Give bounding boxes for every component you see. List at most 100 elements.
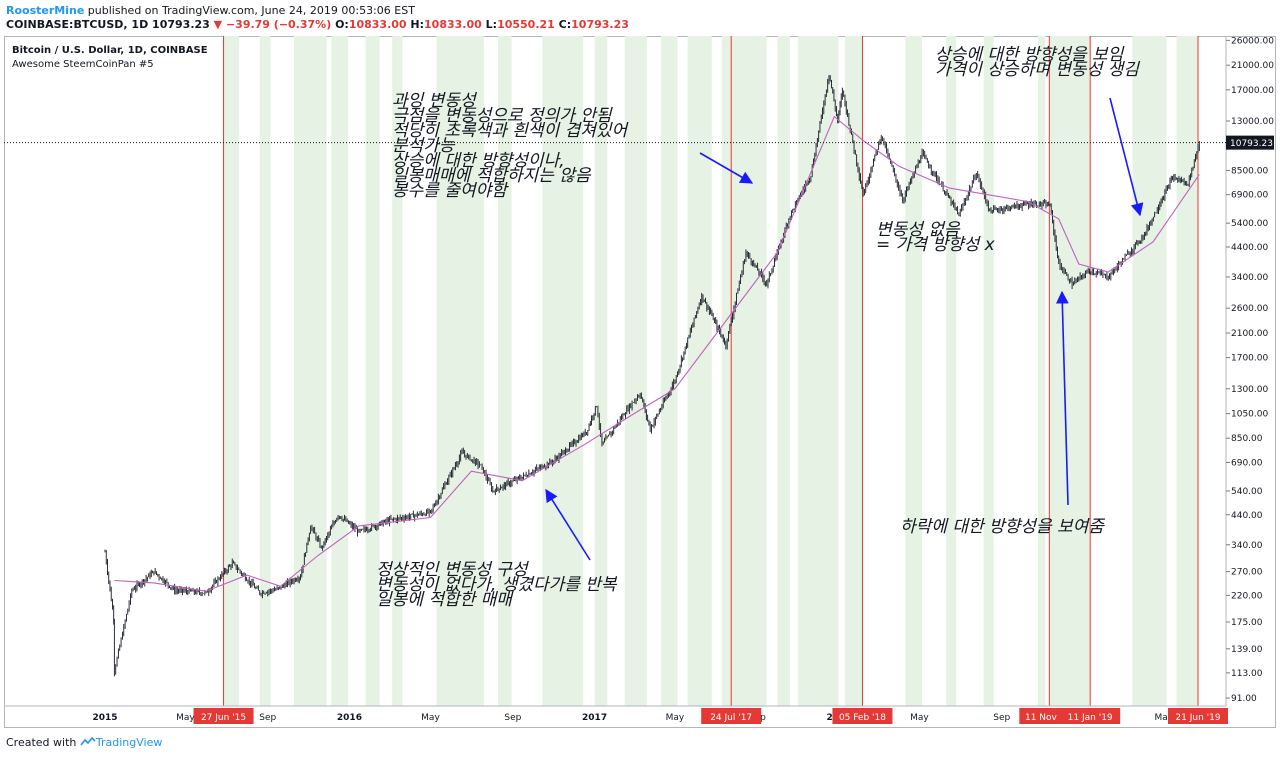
volatility-band	[624, 36, 647, 706]
price-tick-label: 2600.00	[1231, 304, 1268, 314]
price-tick-label: 1300.00	[1231, 385, 1268, 395]
low-label: L:	[485, 18, 498, 31]
annotation-no-volatility: 변동성 없음 = 가격 방향성 x	[876, 220, 995, 255]
annotation-uptrend: 상승에 대한 방향성을 보임 가격이 상승하며 변동성 생김	[935, 47, 1139, 80]
marker-date-box	[1168, 708, 1228, 724]
time-tick-label: May	[1155, 713, 1174, 723]
tradingview-logo-icon	[80, 737, 96, 746]
volatility-band	[1176, 36, 1198, 706]
marker-date-label: 11 Nov '18	[1025, 713, 1074, 723]
annotation-line: 상승에 대한 방향성이나,	[392, 151, 565, 171]
open-value: 10833.00	[348, 18, 407, 31]
annotation-line: 일봉에 적합한 매매	[376, 590, 512, 610]
created-with-text: Created with	[6, 736, 77, 749]
marker-date-box	[193, 708, 254, 724]
annotation-excess-volatility: 과잉 변동성 극점을 변동성으로 정의가 안됨 적당히 초록색과 흰색이 겹쳐있어 분…	[392, 91, 628, 201]
last-price: 10793.23	[152, 18, 210, 31]
price-tick-label: 91.00	[1231, 694, 1257, 704]
volatility-band	[542, 36, 584, 706]
price-tick-label: 139.00	[1231, 645, 1263, 655]
annotation-line: 변동성 없음	[876, 220, 960, 240]
annotation-downtrend: 하락에 대한 방향성을 보여줌	[900, 517, 1104, 537]
time-axis-ticks: 2015MaySep2016MaySep2017MaySep2018MaySep…	[92, 713, 1173, 723]
price-tick-label: 440.00	[1231, 511, 1263, 521]
tradingview-link[interactable]: TradingView	[95, 736, 163, 749]
price-tick-label: 2100.00	[1231, 329, 1268, 339]
publish-info: published on TradingView.com, June 24, 2…	[87, 4, 415, 17]
price-tick-label: 13000.00	[1231, 117, 1274, 127]
marker-date-label: 24 Jul '17	[710, 713, 752, 723]
low-value: 10550.21	[497, 18, 555, 31]
volatility-band	[905, 36, 923, 706]
time-tick-label: May	[176, 713, 195, 723]
time-tick-label: 2016	[337, 713, 362, 723]
volatility-band	[1132, 36, 1167, 706]
price-tick-label: 17000.00	[1231, 86, 1274, 96]
annotation-line: 봉수를 줄여야함	[392, 181, 507, 201]
footer: Created with TradingView	[6, 736, 162, 750]
price-tick-label: 3400.00	[1231, 273, 1268, 283]
time-tick-label: Sep	[993, 713, 1010, 723]
close-value: 10793.23	[571, 18, 629, 31]
annotation-arrow	[699, 152, 754, 184]
annotation-line: 가격이 상승하며 변동성 생김	[935, 60, 1139, 80]
volatility-band	[365, 36, 380, 706]
volatility-band	[777, 36, 791, 706]
volatility-band	[594, 36, 608, 706]
volatility-band	[293, 36, 327, 706]
price-tick-label: 850.00	[1231, 434, 1263, 444]
annotation-line: 적당히 초록색과 흰색이 겹쳐있어	[392, 121, 628, 141]
annotation-line: = 가격 방향성 x	[876, 235, 995, 255]
volatility-band	[687, 36, 712, 706]
volatility-band	[392, 36, 403, 706]
price-tick-label: 26000.00	[1231, 36, 1274, 46]
annotation-line: 일봉매매에 적합하지는 않음	[392, 166, 591, 186]
volatility-band	[259, 36, 271, 706]
price-tick-label: 1700.00	[1231, 354, 1268, 364]
price-tick-label: 270.00	[1231, 568, 1263, 578]
price-tick-label: 21000.00	[1231, 61, 1274, 71]
high-label: H:	[410, 18, 425, 31]
time-tick-label: 2017	[582, 713, 607, 723]
price-tick-label: 220.00	[1231, 591, 1263, 601]
annotation-line: 과잉 변동성	[392, 91, 476, 111]
annotation-arrow	[1109, 97, 1144, 217]
price-tick-label: 690.00	[1231, 458, 1263, 468]
moving-average-line	[114, 115, 1200, 592]
annotation-line: 극점을 변동성으로 정의가 안됨	[392, 106, 612, 126]
author-link[interactable]: RoosterMine	[6, 4, 85, 17]
marker-date-box	[832, 708, 893, 724]
marker-date-label: 27 Jun '15	[201, 713, 246, 723]
marker-date-box	[1060, 708, 1121, 724]
indicator-name[interactable]: Awesome SteemCoinPan #5	[12, 59, 154, 70]
annotation-line: 변동성이 없다가, 생겼다가를 반복	[376, 575, 617, 595]
annotation-normal-volatility: 정상적인 변동성 구성 변동성이 없다가, 생겼다가를 반복 일봉에 적합한 매매	[376, 562, 617, 610]
price-tick-label: 5400.00	[1231, 219, 1268, 229]
time-tick-label: May	[910, 713, 929, 723]
high-value: 10833.00	[424, 18, 482, 31]
annotation-arrow	[545, 488, 591, 561]
quote-line: COINBASE:BTCUSD, 1D 10793.23 ▼ −39.79 (−…	[6, 18, 629, 32]
volatility-band	[331, 36, 349, 706]
volatility-band	[498, 36, 512, 706]
price-tick-label: 8500.00	[1231, 166, 1268, 176]
marker-date-label: 05 Feb '18	[839, 713, 886, 723]
time-tick-label: May	[666, 713, 685, 723]
publisher-line: RoosterMine published on TradingView.com…	[6, 4, 415, 18]
annotation-line: 하락에 대한 방향성을 보여줌	[900, 517, 1104, 537]
last-price-label: 10793.23	[1230, 139, 1273, 149]
volatility-band	[223, 36, 239, 706]
time-tick-label: May	[421, 713, 440, 723]
volatility-band	[660, 36, 678, 706]
volatility-band	[721, 36, 767, 706]
volatility-band	[946, 36, 957, 706]
volatility-band	[798, 36, 839, 706]
marker-date-label: 21 Jun '19	[1175, 713, 1220, 723]
time-tick-label: 2015	[92, 713, 117, 723]
price-tick-label: 4400.00	[1231, 243, 1268, 253]
price-tick-label: 6900.00	[1231, 191, 1268, 201]
price-tick-label: 113.00	[1231, 669, 1263, 679]
volatility-band	[845, 36, 863, 706]
price-tick-label: 175.00	[1231, 618, 1263, 628]
